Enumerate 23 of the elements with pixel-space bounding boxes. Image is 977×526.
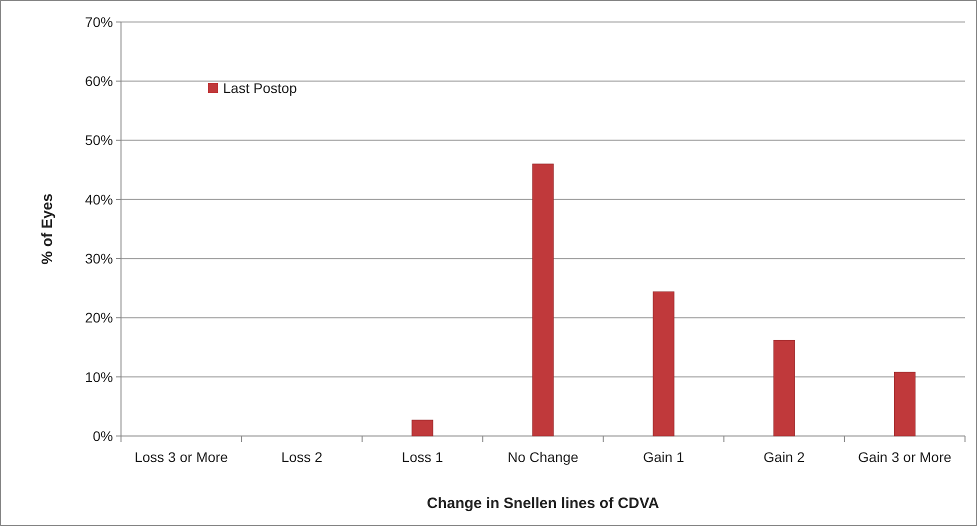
bar <box>532 164 554 436</box>
x-tick-label: Gain 3 or More <box>858 449 952 465</box>
legend-label: Last Postop <box>223 80 298 96</box>
x-tick-label: No Change <box>508 449 579 465</box>
x-tick-label: Gain 2 <box>764 449 805 465</box>
x-axis-title: Change in Snellen lines of CDVA <box>426 495 660 512</box>
x-tick-label: Gain 1 <box>642 449 684 465</box>
x-tick-label: Loss 1 <box>402 449 444 465</box>
bar <box>412 420 434 436</box>
y-tick-label: 20% <box>84 310 113 326</box>
bar <box>773 340 795 436</box>
bar <box>894 372 916 436</box>
y-tick-label: 10% <box>84 368 113 385</box>
x-tick-label: Loss 3 or More <box>134 449 228 465</box>
x-tick-label: Loss 2 <box>281 449 323 465</box>
y-tick-label: 60% <box>84 73 113 90</box>
y-axis-title: % of Eyes <box>39 194 56 264</box>
y-tick-label: 70% <box>84 14 113 30</box>
y-tick-label: 50% <box>84 132 113 148</box>
y-tick-label: 40% <box>84 191 113 208</box>
bar <box>652 291 674 436</box>
y-tick-label: 0% <box>92 428 113 444</box>
y-tick-label: 30% <box>84 250 113 266</box>
